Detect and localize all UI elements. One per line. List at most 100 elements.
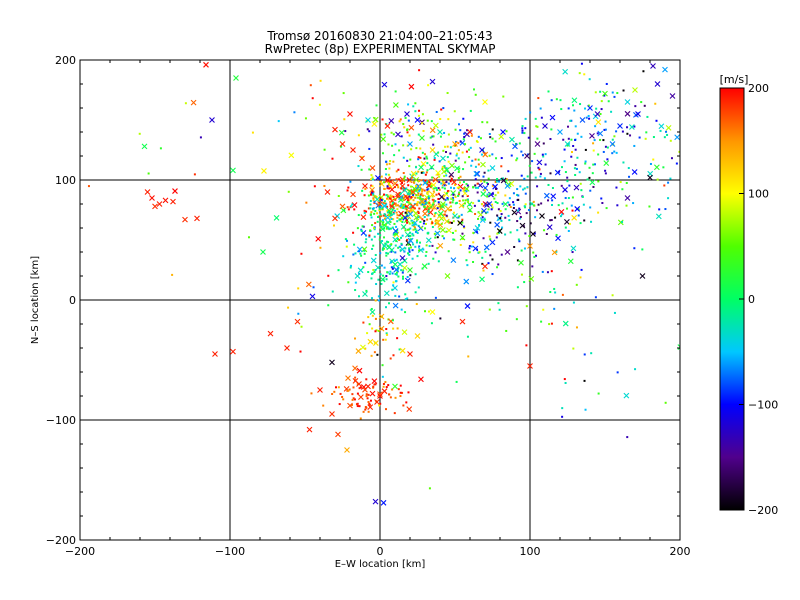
data-point-cross: [380, 136, 387, 143]
data-point-dot: [395, 271, 398, 274]
data-point-cross: [412, 220, 418, 226]
data-point-dot: [516, 286, 519, 289]
data-point-dot: [480, 180, 483, 183]
data-point-dot: [387, 213, 390, 216]
y-tick-label: 200: [55, 54, 76, 67]
data-point-dot: [403, 175, 406, 178]
data-point-dot: [384, 167, 387, 170]
data-point-cross: [536, 159, 543, 166]
data-point-cross: [502, 201, 509, 208]
data-point-dot: [417, 216, 420, 219]
data-point-dot: [352, 231, 355, 234]
data-point-dot: [379, 402, 382, 405]
data-point-cross: [344, 447, 350, 453]
data-point-dot: [427, 197, 430, 200]
data-point-dot: [401, 391, 404, 394]
data-point-dot: [562, 138, 565, 141]
data-point-dot: [438, 175, 441, 178]
data-point-dot: [665, 130, 668, 133]
data-point-dot: [406, 228, 409, 231]
data-point-dot: [490, 208, 493, 211]
data-point-dot: [358, 387, 361, 390]
data-point-dot: [436, 247, 439, 250]
data-point-dot: [373, 271, 376, 274]
data-point-dot: [389, 216, 392, 219]
data-point-dot: [423, 215, 426, 218]
data-point-dot: [561, 415, 564, 418]
data-point-dot: [549, 290, 552, 293]
data-point-dot: [516, 259, 519, 262]
data-point-dot: [437, 173, 440, 176]
data-point-dot: [541, 270, 544, 273]
x-tick-label: 200: [670, 545, 691, 558]
data-point-dot: [414, 185, 417, 188]
data-point-dot: [597, 153, 600, 156]
data-point-dot: [507, 170, 510, 173]
data-point-dot: [539, 175, 542, 178]
data-point-dot: [388, 272, 391, 275]
data-point-dot: [595, 107, 598, 110]
data-point-cross: [374, 399, 380, 405]
data-point-dot: [351, 203, 354, 206]
data-point-dot: [457, 193, 460, 196]
data-point-cross: [378, 313, 385, 320]
data-point-dot: [383, 217, 386, 220]
data-point-dot: [446, 197, 449, 200]
data-point-dot: [476, 231, 479, 234]
data-point-dot: [537, 166, 540, 169]
data-point-dot: [337, 269, 340, 272]
data-point-cross: [429, 78, 436, 85]
data-point-dot: [580, 189, 583, 192]
data-point-dot: [477, 135, 480, 138]
data-point-dot: [408, 247, 411, 250]
data-point-dot: [404, 211, 407, 214]
data-point-cross: [377, 201, 383, 207]
data-point-dot: [363, 194, 366, 197]
data-point-dot: [495, 236, 498, 239]
data-point-dot: [481, 256, 484, 259]
data-point-dot: [370, 174, 373, 177]
data-point-dot: [589, 206, 592, 209]
data-point-dot: [382, 214, 385, 217]
data-point-dot: [500, 253, 503, 256]
data-point-dot: [414, 102, 417, 105]
data-point-dot: [363, 249, 366, 252]
data-point-dot: [437, 201, 440, 204]
data-point-dot: [422, 248, 425, 251]
data-point-dot: [431, 198, 434, 201]
data-point-dot: [423, 153, 426, 156]
data-point-dot: [554, 216, 557, 219]
data-point-dot: [654, 102, 657, 105]
data-point-cross: [429, 127, 436, 134]
data-point-dot: [394, 294, 397, 297]
data-point-dot: [402, 144, 405, 147]
data-point-cross: [653, 164, 660, 171]
data-point-dot: [366, 332, 369, 335]
x-tick-label: 0: [377, 545, 384, 558]
data-point-cross: [449, 162, 455, 169]
data-point-dot: [397, 168, 400, 171]
data-point-dot: [440, 108, 443, 111]
data-point-dot: [509, 205, 512, 208]
data-point-cross: [379, 226, 386, 233]
data-point-cross: [482, 151, 489, 158]
data-point-dot: [501, 202, 504, 205]
data-point-dot: [445, 230, 448, 233]
data-point-cross: [527, 363, 533, 369]
data-point-dot: [499, 217, 502, 220]
data-point-dot: [469, 210, 472, 213]
data-point-cross: [639, 273, 646, 279]
data-point-dot: [522, 188, 525, 191]
data-point-cross: [504, 183, 511, 189]
data-point-dot: [479, 137, 482, 140]
data-point-dot: [525, 212, 528, 215]
data-point-dot: [377, 232, 380, 235]
data-point-dot: [410, 190, 413, 193]
data-point-dot: [472, 202, 475, 205]
data-point-dot: [410, 210, 413, 213]
data-point-dot: [512, 192, 515, 195]
data-point-dot: [516, 157, 519, 160]
data-point-dot: [370, 307, 373, 310]
data-point-dot: [396, 213, 399, 216]
data-point-dot: [425, 155, 428, 158]
